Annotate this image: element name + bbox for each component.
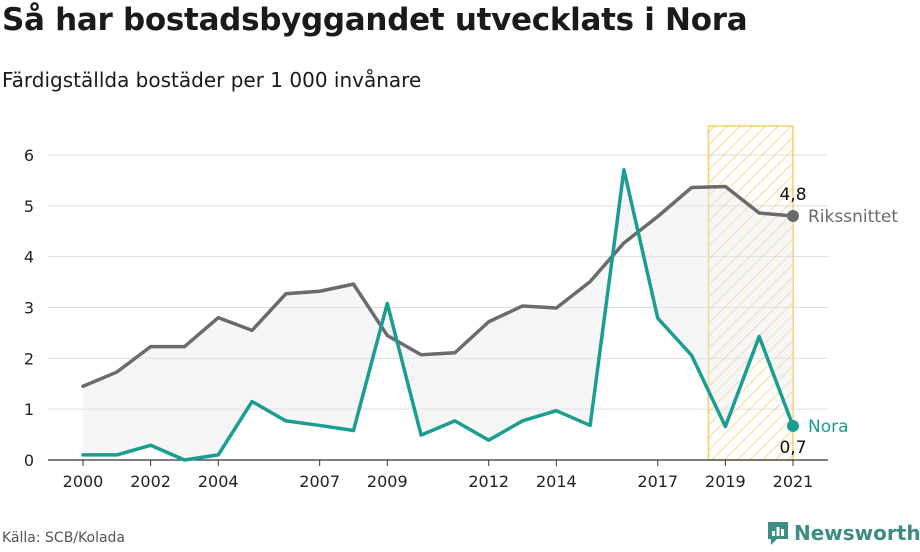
x-tick-label: 2004: [198, 472, 239, 491]
x-tick-label: 2002: [130, 472, 171, 491]
brand-logo: Newsworthy: [766, 520, 920, 546]
series-line-rikssnittet: [81, 184, 795, 389]
gap-area: [83, 169, 793, 460]
x-tick-label: 2007: [299, 472, 340, 491]
series-line-nora: [81, 167, 795, 462]
gap-fill: [83, 169, 793, 460]
chart-title: Så har bostadsbyggandet utvecklats i Nor…: [2, 2, 748, 38]
x-tick-label: 2009: [367, 472, 408, 491]
brand-name: Newsworthy: [794, 521, 920, 545]
y-tick-label: 0: [24, 451, 34, 470]
series-label-rikssnittet: Rikssnittet: [808, 207, 898, 227]
grid-lines: [48, 154, 828, 410]
x-tick-label: 2019: [705, 472, 746, 491]
value-label-nora: 0,7: [779, 438, 806, 458]
x-tick-label: 2021: [773, 472, 814, 491]
y-tick-label: 6: [24, 146, 34, 165]
y-tick-label: 5: [24, 197, 34, 216]
y-tick-label: 1: [24, 400, 34, 419]
x-tick-label: 2017: [637, 472, 678, 491]
y-tick-label: 3: [24, 299, 34, 318]
source-note: Källa: SCB/Kolada: [2, 530, 126, 546]
highlight-hatch: [708, 126, 793, 460]
end-point-rikssnittet: [787, 210, 799, 222]
value-label-rikssnittet: 4,8: [779, 185, 806, 205]
y-tick-label: 2: [24, 349, 34, 368]
y-tick-label: 4: [24, 248, 34, 267]
newsworthy-logo-icon: [768, 522, 788, 545]
series-label-nora: Nora: [808, 417, 849, 437]
x-tick-label: 2000: [63, 472, 104, 491]
series-lines: [81, 167, 799, 462]
axes: 0 1 2 3 4 5 6 2000 2002 2004 2007 2009 2012 2014 2017 2…: [24, 146, 828, 491]
end-point-nora: [787, 419, 799, 432]
x-tick-label: 2012: [468, 472, 509, 491]
x-tick-label: 2014: [536, 472, 577, 491]
chart-subtitle: Färdigställda bostäder per 1 000 invånar…: [2, 68, 422, 92]
highlight-band: [707, 125, 794, 461]
